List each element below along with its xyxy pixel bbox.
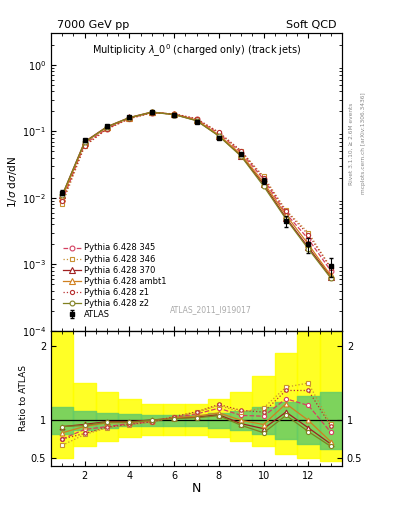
Line: Pythia 6.428 ambt1: Pythia 6.428 ambt1	[59, 110, 334, 278]
Pythia 6.428 370	[60, 192, 64, 198]
Pythia 6.428 z2	[329, 275, 333, 281]
Pythia 6.428 346	[261, 174, 266, 180]
Pythia 6.428 346	[172, 111, 176, 117]
Line: Pythia 6.428 z2: Pythia 6.428 z2	[60, 110, 333, 281]
Pythia 6.428 345	[329, 268, 333, 274]
Pythia 6.428 370	[172, 112, 176, 118]
Pythia 6.428 370	[261, 181, 266, 187]
Pythia 6.428 ambt1	[284, 212, 288, 218]
Pythia 6.428 345	[149, 110, 154, 116]
Pythia 6.428 z1	[127, 116, 132, 122]
Pythia 6.428 346	[60, 201, 64, 207]
Pythia 6.428 z2	[306, 246, 311, 252]
Pythia 6.428 346	[127, 116, 132, 122]
Pythia 6.428 345	[82, 141, 87, 147]
Pythia 6.428 345	[261, 176, 266, 182]
Pythia 6.428 z2	[284, 216, 288, 222]
Pythia 6.428 ambt1	[127, 115, 132, 121]
Pythia 6.428 z2	[82, 139, 87, 145]
Pythia 6.428 z2	[217, 133, 221, 139]
Pythia 6.428 ambt1	[149, 109, 154, 115]
Pythia 6.428 370	[105, 123, 109, 130]
Pythia 6.428 z1	[261, 175, 266, 181]
Pythia 6.428 346	[105, 126, 109, 132]
Text: Multiplicity $\lambda\_0^0$ (charged only) (track jets): Multiplicity $\lambda\_0^0$ (charged onl…	[92, 42, 301, 59]
Pythia 6.428 z1	[329, 265, 333, 271]
Pythia 6.428 ambt1	[82, 139, 87, 145]
Pythia 6.428 z1	[284, 208, 288, 214]
Pythia 6.428 370	[306, 244, 311, 250]
Pythia 6.428 345	[217, 131, 221, 137]
Pythia 6.428 z2	[194, 118, 199, 124]
Pythia 6.428 370	[284, 215, 288, 221]
Pythia 6.428 345	[284, 210, 288, 217]
Pythia 6.428 345	[239, 150, 244, 156]
Pythia 6.428 z2	[105, 124, 109, 130]
Line: Pythia 6.428 345: Pythia 6.428 345	[60, 110, 333, 273]
Pythia 6.428 345	[172, 111, 176, 117]
Pythia 6.428 346	[82, 143, 87, 149]
Pythia 6.428 370	[329, 273, 333, 280]
Pythia 6.428 ambt1	[105, 124, 109, 130]
Pythia 6.428 345	[60, 198, 64, 204]
Pythia 6.428 346	[194, 116, 199, 122]
Pythia 6.428 345	[194, 116, 199, 122]
Pythia 6.428 370	[149, 109, 154, 115]
Pythia 6.428 ambt1	[261, 180, 266, 186]
Pythia 6.428 345	[306, 236, 311, 242]
Pythia 6.428 ambt1	[194, 117, 199, 123]
Pythia 6.428 ambt1	[306, 241, 311, 247]
Pythia 6.428 ambt1	[217, 132, 221, 138]
Pythia 6.428 z2	[149, 109, 154, 115]
Pythia 6.428 z2	[127, 115, 132, 121]
Pythia 6.428 z2	[261, 183, 266, 189]
Line: Pythia 6.428 346: Pythia 6.428 346	[60, 111, 333, 270]
Pythia 6.428 370	[217, 133, 221, 139]
Legend: Pythia 6.428 345, Pythia 6.428 346, Pythia 6.428 370, Pythia 6.428 ambt1, Pythia: Pythia 6.428 345, Pythia 6.428 346, Pyth…	[61, 242, 169, 321]
Pythia 6.428 z1	[217, 129, 221, 135]
X-axis label: N: N	[192, 482, 201, 495]
Pythia 6.428 z1	[194, 116, 199, 122]
Pythia 6.428 ambt1	[172, 111, 176, 117]
Line: Pythia 6.428 z1: Pythia 6.428 z1	[60, 111, 333, 270]
Pythia 6.428 z1	[82, 143, 87, 149]
Pythia 6.428 346	[329, 264, 333, 270]
Text: Rivet 3.1.10, ≥ 2.6M events: Rivet 3.1.10, ≥ 2.6M events	[349, 102, 354, 184]
Text: 7000 GeV pp: 7000 GeV pp	[57, 19, 129, 30]
Pythia 6.428 346	[306, 229, 311, 236]
Line: Pythia 6.428 370: Pythia 6.428 370	[59, 109, 334, 280]
Pythia 6.428 z1	[306, 231, 311, 238]
Text: ATLAS_2011_I919017: ATLAS_2011_I919017	[170, 305, 252, 314]
Pythia 6.428 346	[149, 110, 154, 116]
Pythia 6.428 z2	[60, 192, 64, 198]
Pythia 6.428 z2	[239, 154, 244, 160]
Pythia 6.428 ambt1	[329, 272, 333, 279]
Pythia 6.428 370	[127, 114, 132, 120]
Y-axis label: Ratio to ATLAS: Ratio to ATLAS	[19, 366, 28, 431]
Pythia 6.428 345	[127, 115, 132, 121]
Pythia 6.428 z1	[149, 110, 154, 116]
Pythia 6.428 z1	[239, 148, 244, 154]
Pythia 6.428 ambt1	[239, 152, 244, 158]
Pythia 6.428 370	[82, 139, 87, 145]
Pythia 6.428 370	[239, 153, 244, 159]
Text: mcplots.cern.ch [arXiv:1306.3436]: mcplots.cern.ch [arXiv:1306.3436]	[361, 93, 366, 194]
Pythia 6.428 z1	[60, 198, 64, 204]
Y-axis label: 1/$\sigma$ d$\sigma$/dN: 1/$\sigma$ d$\sigma$/dN	[6, 156, 19, 208]
Pythia 6.428 346	[284, 207, 288, 214]
Text: Soft QCD: Soft QCD	[286, 19, 336, 30]
Pythia 6.428 z2	[172, 112, 176, 118]
Pythia 6.428 z1	[105, 126, 109, 132]
Pythia 6.428 346	[239, 148, 244, 155]
Pythia 6.428 346	[217, 130, 221, 136]
Pythia 6.428 345	[105, 125, 109, 132]
Pythia 6.428 370	[194, 117, 199, 123]
Pythia 6.428 ambt1	[60, 195, 64, 201]
Pythia 6.428 z1	[172, 111, 176, 117]
